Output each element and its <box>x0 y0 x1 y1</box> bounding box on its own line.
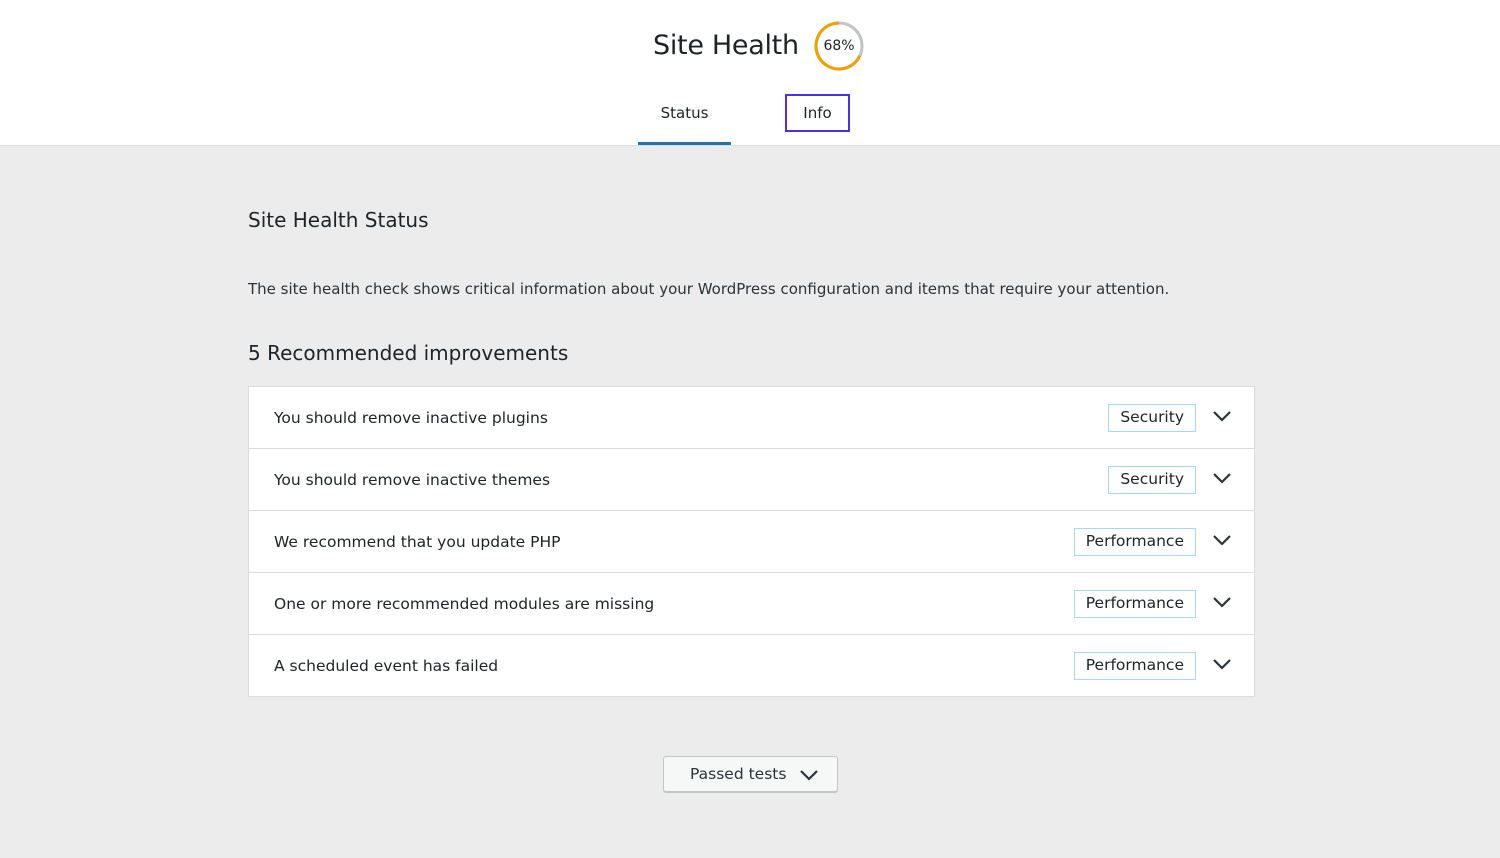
header: Site Health 68% Status Info <box>0 0 1500 146</box>
list-item[interactable]: A scheduled event has failed Performance <box>249 635 1254 696</box>
page-title: Site Health <box>653 30 799 61</box>
tab-status[interactable]: Status <box>638 94 731 145</box>
chevron-down-icon[interactable] <box>1212 595 1232 609</box>
section-description: The site health check shows critical inf… <box>248 280 1170 298</box>
item-label: We recommend that you update PHP <box>274 533 561 551</box>
passed-tests-button[interactable]: Passed tests <box>663 756 838 792</box>
category-badge: Performance <box>1073 590 1196 618</box>
chevron-down-icon[interactable] <box>1212 409 1232 423</box>
item-label: You should remove inactive themes <box>274 471 551 489</box>
chevron-down-icon <box>800 770 818 781</box>
improvements-heading: 5 Recommended improvements <box>248 341 569 365</box>
section-heading: Site Health Status <box>248 208 429 232</box>
item-label: A scheduled event has failed <box>274 657 499 675</box>
list-item[interactable]: We recommend that you update PHP Performa… <box>249 511 1254 573</box>
tab-info[interactable]: Info <box>785 94 850 132</box>
list-item[interactable]: You should remove inactive plugins Securi… <box>249 387 1254 449</box>
chevron-down-icon[interactable] <box>1212 533 1232 547</box>
category-badge: Security <box>1108 466 1196 494</box>
item-label: You should remove inactive plugins <box>274 409 548 427</box>
chevron-down-icon[interactable] <box>1212 471 1232 485</box>
health-score-gauge <box>814 21 864 71</box>
health-score: 68% <box>823 38 855 54</box>
category-badge: Performance <box>1073 528 1196 556</box>
passed-tests-label: Passed tests <box>690 765 787 783</box>
category-badge: Security <box>1108 404 1196 432</box>
improvements-list: You should remove inactive plugins Securi… <box>248 386 1255 697</box>
category-badge: Performance <box>1073 652 1196 680</box>
list-item[interactable]: You should remove inactive themes Securit… <box>249 449 1254 511</box>
list-item[interactable]: One or more recommended modules are miss… <box>249 573 1254 635</box>
item-label: One or more recommended modules are miss… <box>274 595 655 613</box>
chevron-down-icon[interactable] <box>1212 657 1232 671</box>
